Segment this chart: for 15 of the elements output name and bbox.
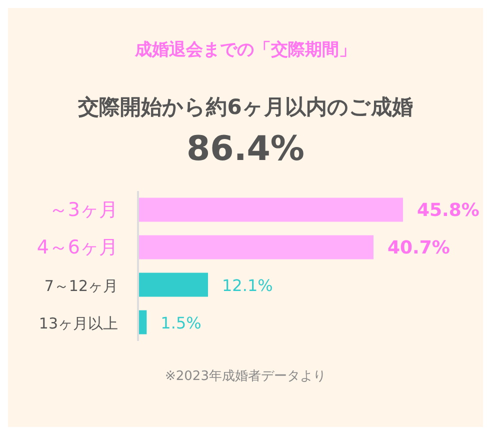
y-tick-label: 13ヶ月以上 bbox=[38, 314, 118, 332]
bar bbox=[138, 198, 403, 222]
bar bbox=[138, 272, 208, 297]
bar bbox=[138, 235, 374, 260]
text: ※2023年成婚者データより bbox=[164, 368, 327, 385]
data-label: 1.5% bbox=[160, 313, 202, 332]
y-tick-label: 4～6ヶ月 bbox=[36, 236, 118, 258]
chart-title: 成婚退会までの「交際期間」 bbox=[134, 39, 357, 61]
text: 86.4% bbox=[186, 129, 306, 169]
y-tick-label: ～3ヶ月 bbox=[48, 198, 118, 221]
y-tick-label: 7～12ヶ月 bbox=[44, 276, 118, 295]
data-label: 12.1% bbox=[222, 276, 273, 295]
data-label: 40.7% bbox=[387, 237, 450, 258]
data-label: 45.8% bbox=[417, 200, 480, 221]
chart-subtitle: 交際開始から約6ヶ月以内のご成婚 bbox=[77, 94, 414, 121]
